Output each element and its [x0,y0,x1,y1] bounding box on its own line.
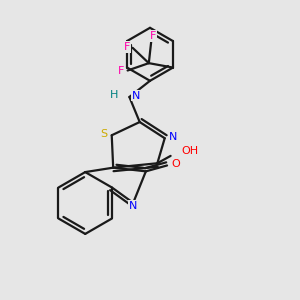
Text: F: F [118,66,124,76]
Text: S: S [100,129,107,139]
Text: F: F [124,42,130,52]
Text: F: F [149,31,156,41]
Text: N: N [169,132,177,142]
Text: O: O [171,159,180,169]
Text: N: N [129,201,137,212]
Text: H: H [110,90,118,100]
Text: OH: OH [181,146,198,157]
Text: N: N [132,91,141,100]
